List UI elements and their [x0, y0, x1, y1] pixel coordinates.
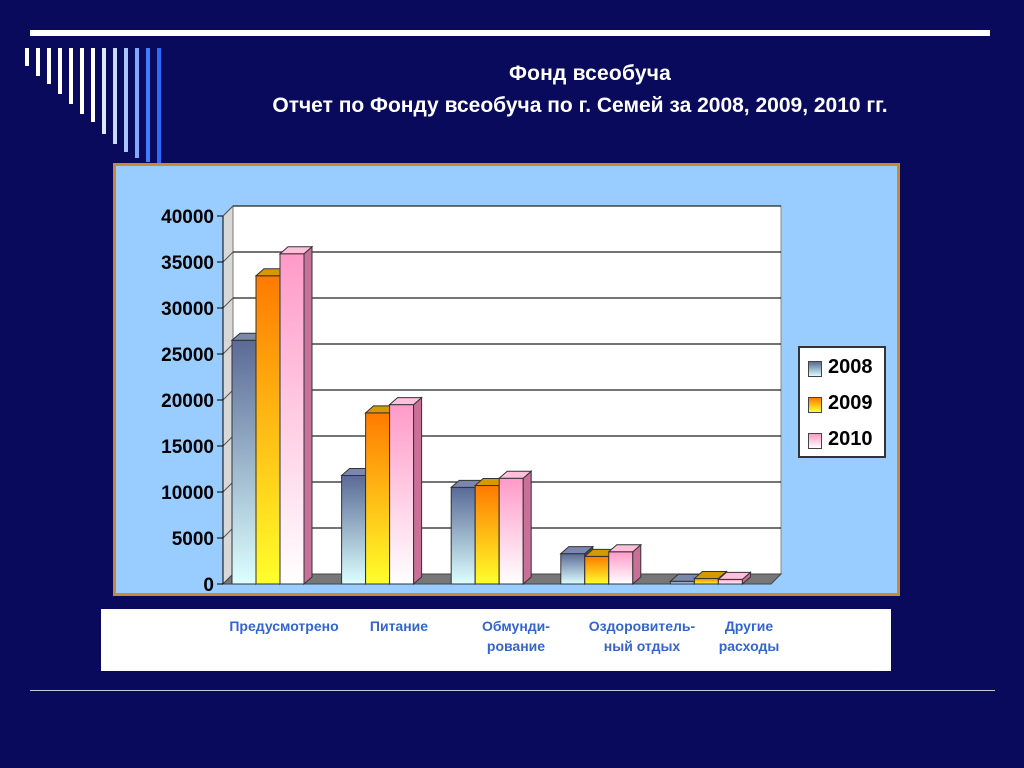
stripe — [36, 48, 40, 76]
stripe — [146, 48, 150, 162]
gridline-side — [222, 435, 234, 447]
legend-swatch-2010 — [808, 433, 822, 449]
stripe — [102, 48, 106, 134]
y-tick-label: 20000 — [161, 391, 214, 412]
bar-top-2009-4 — [693, 570, 728, 579]
stripe — [47, 48, 51, 84]
bar-top-2010-4 — [717, 571, 752, 580]
bar-2009-4 — [693, 577, 719, 585]
gridline-side — [222, 481, 234, 493]
stripe — [69, 48, 73, 104]
y-tick-label: 35000 — [161, 253, 214, 274]
category-labels-box: Предусмотрено Питание Обмунди- рование О… — [101, 609, 891, 671]
gridline-side — [222, 297, 234, 309]
stripe — [80, 48, 84, 114]
legend-label-2009: 2009 — [828, 392, 873, 414]
chart-frame: 40000 35000 30000 25000 20000 15000 10000 5000 0 — [113, 163, 900, 596]
stripe — [124, 48, 128, 152]
bar-2010-1 — [389, 404, 415, 585]
y-tick-label: 40000 — [161, 207, 214, 228]
bar-2008-2 — [450, 486, 476, 585]
gridline-side — [222, 205, 234, 217]
legend-label-2008: 2008 — [828, 356, 873, 378]
y-tick-label: 30000 — [161, 299, 214, 320]
slide-title: Фонд всеобуча — [508, 62, 672, 85]
legend-label-2010: 2010 — [828, 428, 873, 450]
stripe — [157, 48, 161, 166]
y-tick-label: 25000 — [161, 345, 214, 366]
bar-2010-3 — [608, 551, 634, 585]
bottom-divider-line — [30, 690, 995, 691]
bar-top-2008-3 — [559, 546, 595, 555]
stripe — [25, 48, 29, 66]
y-tick-label: 15000 — [161, 437, 214, 458]
slide-subtitle: Отчет по Фонду всеобуча по г. Семей за 2… — [272, 94, 888, 117]
bar-side-2010-0 — [303, 245, 313, 586]
bar-2009-0 — [255, 275, 281, 585]
bar-2010-4 — [717, 578, 743, 585]
bar-2008-1 — [341, 474, 367, 585]
stripe — [58, 48, 62, 94]
bar-side-2010-2 — [522, 470, 532, 586]
gridline-side — [222, 251, 234, 263]
bar-2010-0 — [279, 253, 305, 585]
bar-top-2010-3 — [607, 544, 643, 553]
bar-2008-0 — [231, 339, 257, 585]
bar-top-2010-2 — [497, 470, 533, 479]
y-tick-label: 5000 — [172, 529, 214, 550]
stripe — [135, 48, 139, 158]
bar-2009-1 — [365, 412, 391, 585]
bar-2009-3 — [584, 555, 610, 585]
title-block: Фонд всеобуча Отчет по Фонду всеобуча по… — [160, 62, 1020, 118]
bar-top-2010-0 — [278, 246, 314, 255]
category-label-0: Предусмотрено — [229, 618, 339, 634]
gridline-side — [222, 527, 234, 539]
decorative-stripes — [25, 48, 161, 166]
category-label-3: Оздоровитель- ный отдых — [588, 618, 696, 654]
bar-2009-2 — [474, 485, 500, 585]
category-label-4: Другие расходы — [718, 618, 780, 654]
legend-swatch-2009 — [808, 397, 822, 413]
bar-2008-3 — [560, 553, 586, 585]
category-label-1: Питание — [369, 618, 429, 634]
bar-top-2010-1 — [388, 397, 423, 406]
stripe — [91, 48, 95, 122]
y-tick-label: 10000 — [161, 483, 214, 504]
legend-swatch-2008 — [808, 361, 822, 377]
top-divider-line — [30, 30, 990, 36]
bar-side-2010-1 — [413, 396, 423, 586]
bar-chart: 40000 35000 30000 25000 20000 15000 10000 5000 0 — [161, 204, 783, 593]
category-label-2: Обмунди- рование — [482, 618, 550, 654]
y-tick-label: 0 — [203, 575, 214, 593]
chart-legend: 2008 2009 2010 — [798, 346, 886, 458]
stripe — [113, 48, 117, 144]
gridline-side — [222, 389, 234, 401]
bar-2010-2 — [498, 477, 524, 585]
gridline-side — [222, 343, 234, 355]
